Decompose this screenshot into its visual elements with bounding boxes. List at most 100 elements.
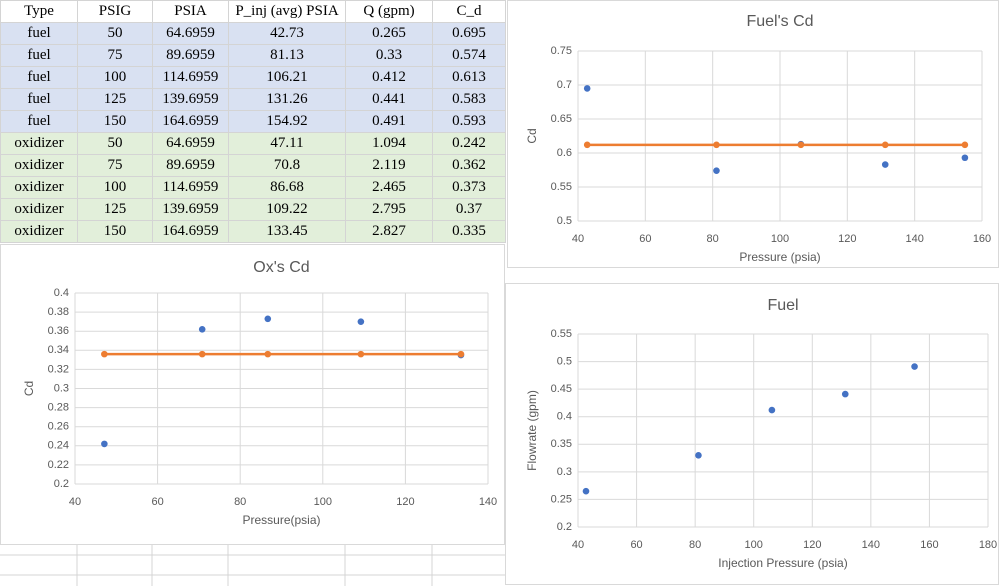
y-axis-title: Flowrate (gpm) bbox=[525, 390, 539, 471]
data-point bbox=[583, 85, 591, 92]
table-cell[interactable]: 0.37 bbox=[432, 198, 506, 221]
x-tick-label: 120 bbox=[838, 233, 856, 245]
table-cell[interactable]: oxidizer bbox=[0, 198, 78, 221]
table-cell[interactable]: 0.33 bbox=[345, 44, 433, 67]
table-cell[interactable]: 0.593 bbox=[432, 110, 506, 133]
table-row: oxidizer 50 64.6959 47.11 1.094 0.242 bbox=[0, 132, 506, 155]
table-cell[interactable]: 125 bbox=[77, 88, 153, 111]
table-cell[interactable]: Type bbox=[0, 0, 78, 23]
table-cell[interactable]: 50 bbox=[77, 22, 153, 45]
x-tick-label: 140 bbox=[862, 539, 880, 551]
table-row: oxidizer 100 114.6959 86.68 2.465 0.373 bbox=[0, 176, 506, 199]
table-cell[interactable]: 125 bbox=[77, 198, 153, 221]
x-tick-label: 160 bbox=[973, 233, 991, 245]
table-cell[interactable]: 150 bbox=[77, 220, 153, 243]
table-cell[interactable]: PSIA bbox=[152, 0, 229, 23]
table-cell[interactable]: 0.265 bbox=[345, 22, 433, 45]
table-cell[interactable]: 131.26 bbox=[228, 88, 346, 111]
table-cell[interactable]: 0.362 bbox=[432, 154, 506, 177]
table-cell[interactable]: P_inj (avg) PSIA bbox=[228, 0, 346, 23]
y-tick-label: 0.5 bbox=[557, 355, 572, 367]
table-cell[interactable]: C_d bbox=[432, 0, 506, 23]
sheet-grid bbox=[0, 545, 505, 586]
table-cell[interactable]: 139.6959 bbox=[152, 198, 229, 221]
table-cell[interactable]: oxidizer bbox=[0, 132, 78, 155]
data-point bbox=[457, 350, 465, 358]
table-cell[interactable]: 42.73 bbox=[228, 22, 346, 45]
table-cell[interactable]: oxidizer bbox=[0, 176, 78, 199]
table-cell[interactable]: 50 bbox=[77, 132, 153, 155]
table-cell[interactable]: 164.6959 bbox=[152, 110, 229, 133]
table-cell[interactable]: 100 bbox=[77, 66, 153, 89]
table-cell[interactable]: 75 bbox=[77, 154, 153, 177]
table-cell[interactable]: 64.6959 bbox=[152, 132, 229, 155]
table-cell[interactable]: Q (gpm) bbox=[345, 0, 433, 23]
table-cell[interactable]: 2.827 bbox=[345, 220, 433, 243]
y-axis-title: Cd bbox=[22, 381, 36, 396]
table-cell[interactable]: fuel bbox=[0, 22, 78, 45]
table-cell[interactable]: 47.11 bbox=[228, 132, 346, 155]
table-cell[interactable]: 164.6959 bbox=[152, 220, 229, 243]
table-cell[interactable]: 81.13 bbox=[228, 44, 346, 67]
data-point bbox=[961, 154, 969, 162]
table-cell[interactable]: 139.6959 bbox=[152, 88, 229, 111]
table-cell[interactable]: 133.45 bbox=[228, 220, 346, 243]
table-cell[interactable]: 0.695 bbox=[432, 22, 506, 45]
table-row: oxidizer 75 89.6959 70.8 2.119 0.362 bbox=[0, 154, 506, 177]
y-tick-label: 0.75 bbox=[551, 45, 572, 57]
data-point bbox=[198, 350, 206, 358]
y-tick-label: 0.22 bbox=[48, 459, 69, 471]
table-cell[interactable]: 2.465 bbox=[345, 176, 433, 199]
table-cell[interactable]: fuel bbox=[0, 88, 78, 111]
data-point bbox=[768, 406, 776, 414]
x-axis-title: Pressure (psia) bbox=[739, 250, 820, 264]
y-tick-label: 0.4 bbox=[557, 411, 572, 423]
table-cell[interactable]: oxidizer bbox=[0, 154, 78, 177]
table-cell[interactable]: 2.119 bbox=[345, 154, 433, 177]
table-cell[interactable]: 75 bbox=[77, 44, 153, 67]
data-point bbox=[881, 161, 889, 168]
table-cell[interactable]: fuel bbox=[0, 110, 78, 133]
table-cell[interactable]: 114.6959 bbox=[152, 176, 229, 199]
table-cell[interactable]: 89.6959 bbox=[152, 154, 229, 177]
table-cell[interactable]: 0.491 bbox=[345, 110, 433, 133]
chart: Fuel 0.2 0.25 0.3 0.35 0.4 0.45 0.5 0.55 40 60 80 10… bbox=[505, 283, 999, 585]
table-cell[interactable]: 0.412 bbox=[345, 66, 433, 89]
table-cell[interactable]: fuel bbox=[0, 44, 78, 67]
table-cell[interactable]: 109.22 bbox=[228, 198, 346, 221]
data-point bbox=[582, 487, 590, 495]
y-tick-label: 0.55 bbox=[551, 181, 572, 193]
y-tick-label: 0.35 bbox=[551, 438, 572, 450]
table-cell[interactable]: 100 bbox=[77, 176, 153, 199]
table-cell[interactable]: 154.92 bbox=[228, 110, 346, 133]
table-cell[interactable]: oxidizer bbox=[0, 220, 78, 243]
table-cell[interactable]: 86.68 bbox=[228, 176, 346, 199]
data-point bbox=[101, 350, 108, 358]
table-cell[interactable]: 1.094 bbox=[345, 132, 433, 155]
data-point bbox=[264, 350, 272, 358]
y-tick-label: 0.26 bbox=[48, 421, 69, 433]
table-cell[interactable]: PSIG bbox=[77, 0, 153, 23]
table-cell[interactable]: 2.795 bbox=[345, 198, 433, 221]
table-cell[interactable]: 64.6959 bbox=[152, 22, 229, 45]
table-cell[interactable]: 106.21 bbox=[228, 66, 346, 89]
table-cell[interactable]: 0.574 bbox=[432, 44, 506, 67]
table-cell[interactable]: 89.6959 bbox=[152, 44, 229, 67]
table-cell[interactable]: 0.613 bbox=[432, 66, 506, 89]
table-cell[interactable]: 150 bbox=[77, 110, 153, 133]
table-cell[interactable]: 0.242 bbox=[432, 132, 506, 155]
table-row: oxidizer 150 164.6959 133.45 2.827 0.335 bbox=[0, 220, 506, 243]
y-axis-title: Cd bbox=[525, 128, 539, 143]
y-tick-label: 0.45 bbox=[551, 383, 572, 395]
table-cell[interactable]: 0.373 bbox=[432, 176, 506, 199]
table-cell[interactable]: 70.8 bbox=[228, 154, 346, 177]
table-cell[interactable]: 0.583 bbox=[432, 88, 506, 111]
table-cell[interactable]: 0.335 bbox=[432, 220, 506, 243]
table-cell[interactable]: fuel bbox=[0, 66, 78, 89]
x-axis-title: Pressure(psia) bbox=[242, 513, 320, 527]
table-cell[interactable]: 114.6959 bbox=[152, 66, 229, 89]
table-cell[interactable]: 0.441 bbox=[345, 88, 433, 111]
data-point bbox=[198, 325, 206, 333]
